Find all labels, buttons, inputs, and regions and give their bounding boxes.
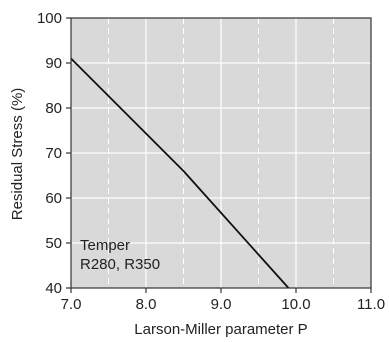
annotation-grades: R280, R350 — [80, 256, 160, 273]
y-axis: 40 50 60 70 80 90 100 — [37, 10, 71, 297]
x-axis: 7.0 8.0 9.0 10.0 11.0 — [61, 288, 385, 313]
x-tick-label: 7.0 — [61, 296, 82, 313]
grid — [71, 18, 371, 288]
y-tick-label: 60 — [45, 190, 62, 207]
y-tick-label: 80 — [45, 100, 62, 117]
y-tick-label: 100 — [37, 10, 62, 27]
x-tick-label: 11.0 — [357, 296, 385, 313]
annotation-temper: Temper — [80, 237, 130, 254]
x-tick-label: 9.0 — [211, 296, 232, 313]
series-line — [70, 57, 290, 289]
x-tick-label: 8.0 — [136, 296, 157, 313]
x-axis-label: Larson-Miller parameter P — [134, 321, 307, 338]
y-axis-label: Residual Stress (%) — [9, 88, 26, 221]
series-group — [70, 57, 290, 289]
y-tick-label: 90 — [45, 55, 62, 72]
y-tick-label: 40 — [45, 280, 62, 297]
x-tick-label: 10.0 — [281, 296, 310, 313]
y-tick-label: 70 — [45, 145, 62, 162]
y-tick-label: 50 — [45, 235, 62, 252]
